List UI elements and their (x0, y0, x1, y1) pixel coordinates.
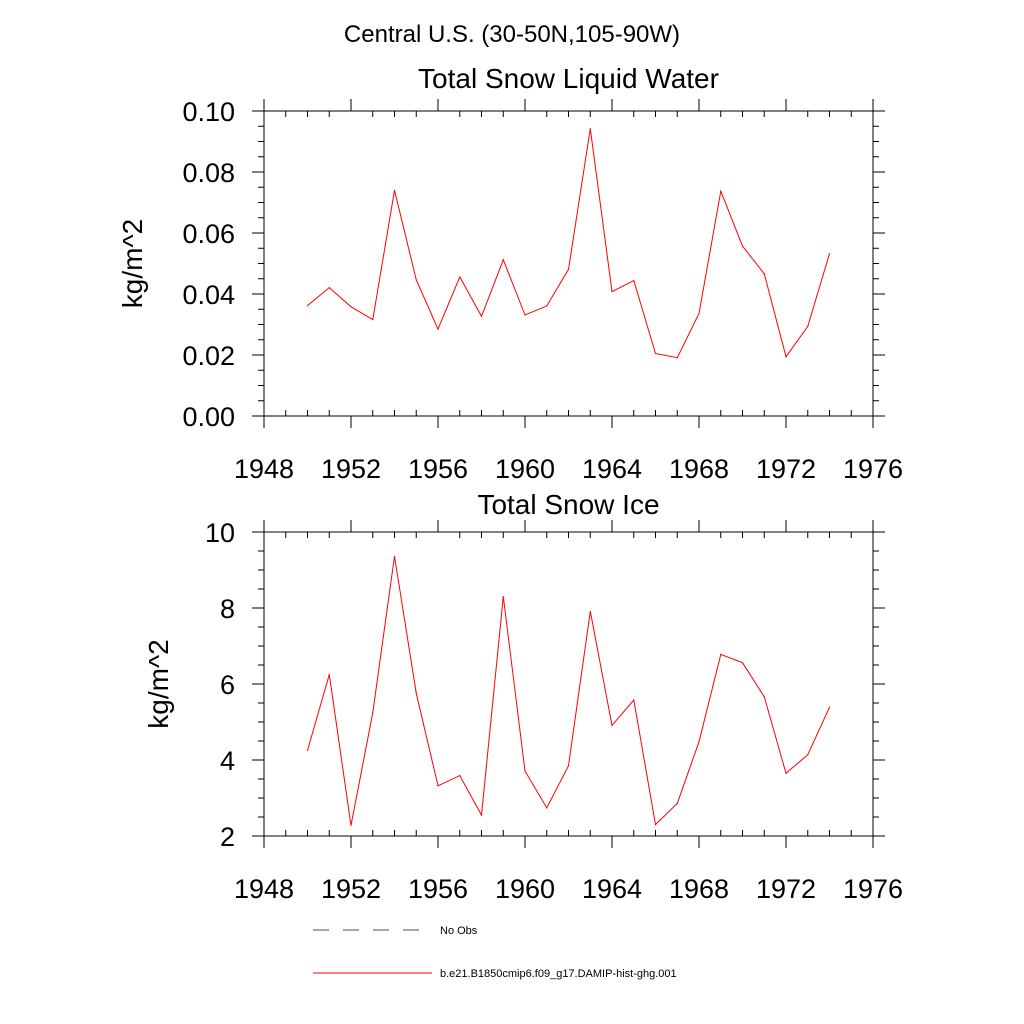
data-point (546, 807, 548, 809)
data-point (459, 774, 461, 777)
data-point (698, 741, 700, 743)
data-point (720, 190, 722, 192)
data-point (524, 770, 526, 772)
x-tick-label: 1968 (669, 454, 729, 484)
data-point (720, 653, 722, 655)
data-point (567, 268, 570, 270)
data-point (567, 765, 570, 767)
data-point (741, 245, 744, 247)
y-tick-label: 6 (220, 670, 235, 700)
y-axis-label: kg/m^2 (117, 219, 148, 308)
y-tick-label: 0.06 (182, 219, 235, 249)
x-tick-label: 1948 (234, 874, 294, 904)
data-point (328, 286, 330, 289)
data-point (306, 749, 309, 752)
data-point (785, 356, 787, 358)
plot-frame (263, 531, 874, 837)
data-point (415, 279, 417, 281)
data-point (350, 306, 352, 308)
data-point (807, 754, 809, 756)
x-tick-label: 1952 (321, 454, 381, 484)
data-point (480, 315, 483, 317)
data-point (437, 328, 439, 330)
data-point (350, 824, 352, 826)
y-axis-label: kg/m^2 (143, 639, 174, 728)
y-tick-label: 0.00 (182, 402, 235, 432)
data-point (502, 596, 504, 598)
series-line (307, 128, 830, 359)
data-point (633, 279, 635, 282)
data-point (633, 699, 635, 701)
x-tick-label: 1960 (495, 454, 555, 484)
data-point (546, 305, 548, 307)
y-tick-label: 0.08 (182, 158, 235, 188)
y-tick-label: 4 (220, 746, 235, 776)
y-tick-label: 0.10 (182, 97, 235, 127)
data-point (372, 711, 374, 714)
x-tick-label: 1972 (756, 874, 816, 904)
legend-item-no-obs: No Obs (313, 925, 478, 937)
chart-title: Total Snow Ice (477, 489, 659, 520)
data-point (393, 189, 396, 191)
data-point (306, 304, 309, 307)
x-tick-label: 1968 (669, 874, 729, 904)
data-point (437, 785, 439, 787)
x-tick-label: 1972 (756, 454, 816, 484)
y-tick-label: 0.02 (182, 341, 235, 371)
data-point (654, 824, 657, 826)
data-point (741, 662, 744, 664)
legend-label-model-run: b.e21.B1850cmip6.f09_g17.DAMIP-hist-ghg.… (440, 968, 677, 980)
data-point (393, 555, 396, 557)
panel-total-snow-ice: Total Snow Ice kg/m^2 1948 1952 1956 1960 1964… (143, 489, 903, 904)
y-tick-label: 0.04 (182, 280, 235, 310)
data-point (763, 273, 765, 275)
x-tick-label: 1964 (582, 454, 642, 484)
data-point (654, 352, 657, 355)
legend: No Obs b.e21.B1850cmip6.f09_g17.DAMIP-hi… (313, 925, 677, 980)
x-tick-label: 1952 (321, 874, 381, 904)
data-point (415, 692, 417, 695)
plot-frame (263, 110, 874, 417)
y-tick-label: 8 (220, 594, 235, 624)
x-tick-label: 1956 (408, 874, 468, 904)
data-point (589, 128, 591, 130)
data-point (502, 259, 504, 261)
data-point (611, 724, 613, 727)
data-point (763, 696, 765, 698)
x-tick-label: 1960 (495, 874, 555, 904)
data-point (785, 772, 787, 774)
data-point (828, 253, 831, 255)
x-tick-label: 1976 (843, 454, 903, 484)
data-point (589, 610, 591, 613)
data-point (828, 706, 831, 708)
data-point (328, 673, 330, 676)
x-tick-label: 1956 (408, 454, 468, 484)
legend-label-no-obs: No Obs (440, 925, 478, 937)
x-tick-label: 1976 (843, 874, 903, 904)
chart-title: Total Snow Liquid Water (418, 63, 719, 94)
data-point (459, 276, 461, 278)
data-point (611, 290, 613, 293)
data-point (480, 814, 483, 816)
data-point (676, 357, 678, 359)
series-line (307, 556, 830, 826)
y-tick-label: 10 (205, 518, 235, 548)
data-point (372, 319, 374, 321)
y-tick-label: 2 (220, 822, 235, 852)
legend-item-model-run: b.e21.B1850cmip6.f09_g17.DAMIP-hist-ghg.… (313, 968, 677, 980)
data-point (807, 325, 809, 327)
data-point (676, 802, 678, 804)
x-tick-label: 1964 (582, 874, 642, 904)
figure-main-title: Central U.S. (30-50N,105-90W) (344, 21, 680, 48)
x-tick-label: 1948 (234, 454, 294, 484)
data-point (698, 312, 700, 315)
data-point (524, 314, 526, 316)
panel-total-snow-liquid-water: Total Snow Liquid Water kg/m^2 1948 1952 195… (117, 63, 903, 484)
